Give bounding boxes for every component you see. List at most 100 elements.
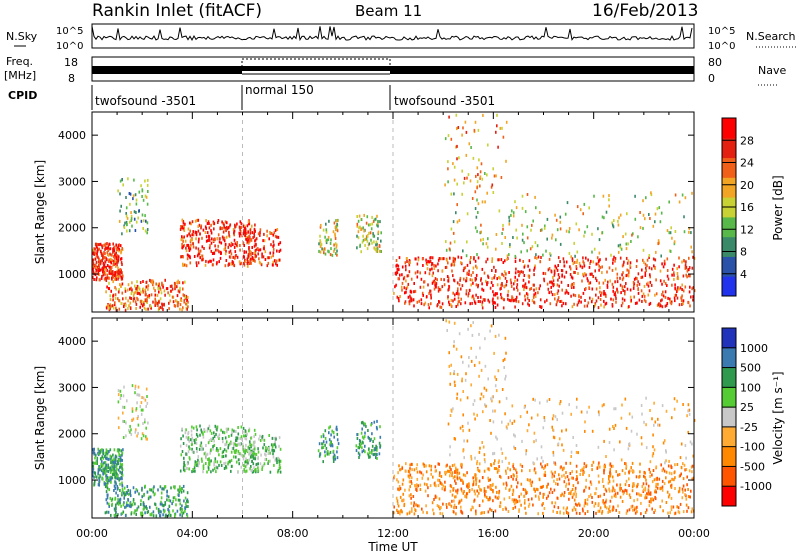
- scatter-point: [182, 220, 185, 223]
- scatter-point: [641, 275, 644, 279]
- scatter-point: [146, 490, 149, 494]
- scatter-point: [512, 282, 515, 286]
- scatter-point: [140, 299, 142, 303]
- scatter-point: [460, 465, 463, 469]
- scatter-point: [646, 258, 649, 262]
- scatter-point: [573, 270, 575, 274]
- scatter-point: [228, 434, 230, 438]
- scatter-point: [494, 409, 496, 413]
- scatter-point: [247, 236, 249, 240]
- scatter-point: [441, 487, 443, 491]
- scatter-point: [188, 445, 190, 449]
- scatter-point: [453, 240, 456, 244]
- scatter-point: [493, 462, 495, 466]
- scatter-point: [448, 502, 450, 506]
- scatter-point: [103, 263, 106, 267]
- velocity-colorbar-swatch: [722, 486, 736, 507]
- scatter-point: [492, 167, 494, 171]
- scatter-point: [196, 428, 198, 432]
- scatter-point: [467, 327, 469, 331]
- scatter-point: [606, 283, 609, 287]
- scatter-point: [592, 275, 595, 278]
- scatter-point: [459, 398, 462, 402]
- scatter-point: [253, 428, 256, 432]
- scatter-point: [487, 298, 489, 302]
- scatter-point: [404, 301, 406, 305]
- scatter-point: [213, 467, 216, 471]
- scatter-point: [445, 265, 448, 269]
- scatter-point: [620, 487, 622, 490]
- scatter-point: [538, 478, 541, 482]
- scatter-point: [567, 478, 570, 482]
- scatter-point: [666, 284, 668, 287]
- scatter-point: [555, 482, 557, 486]
- scatter-point: [112, 306, 115, 310]
- scatter-point: [395, 496, 398, 500]
- scatter-point: [114, 476, 117, 480]
- scatter-point: [549, 253, 552, 257]
- scatter-point: [573, 506, 575, 510]
- scatter-point: [208, 424, 211, 428]
- scatter-point: [563, 264, 566, 268]
- scatter-point: [447, 295, 449, 299]
- scatter-point: [132, 498, 135, 501]
- scatter-point: [419, 285, 422, 289]
- scatter-point: [276, 228, 279, 231]
- scatter-point: [525, 292, 528, 296]
- scatter-point: [420, 302, 423, 306]
- scatter-point: [448, 351, 450, 355]
- scatter-point: [478, 332, 480, 336]
- scatter-point: [277, 470, 279, 474]
- scatter-point: [498, 495, 500, 499]
- scatter-point: [478, 361, 481, 365]
- scatter-point: [322, 446, 325, 449]
- scatter-point: [250, 261, 252, 265]
- scatter-point: [684, 285, 687, 289]
- scatter-point: [500, 296, 503, 300]
- scatter-point: [523, 494, 525, 498]
- scatter-point: [554, 461, 556, 465]
- scatter-point: [633, 277, 636, 281]
- scatter-point: [127, 283, 130, 287]
- scatter-point: [625, 282, 627, 285]
- scatter-point: [182, 281, 184, 285]
- scatter-point: [597, 502, 600, 506]
- scatter-point: [369, 439, 371, 443]
- scatter-point: [455, 347, 458, 351]
- scatter-point: [650, 193, 653, 197]
- scatter-point: [612, 464, 614, 468]
- scatter-point: [186, 234, 189, 238]
- scatter-point: [106, 246, 108, 250]
- scatter-point: [172, 300, 175, 304]
- scatter-point: [505, 469, 507, 473]
- scatter-point: [645, 266, 647, 270]
- scatter-point: [243, 255, 245, 259]
- scatter-point: [583, 304, 586, 308]
- scatter-point: [120, 249, 122, 253]
- scatter-point: [161, 487, 163, 491]
- scatter-point: [532, 397, 534, 401]
- scatter-point: [630, 505, 633, 509]
- scatter-point: [361, 420, 364, 424]
- scatter-point: [678, 287, 680, 291]
- scatter-point: [185, 249, 188, 253]
- scatter-point: [136, 292, 139, 295]
- scatter-point: [145, 195, 148, 199]
- scatter-point: [129, 430, 131, 434]
- scatter-point: [278, 463, 281, 467]
- scatter-point: [611, 304, 614, 308]
- scatter-point: [663, 469, 666, 473]
- scatter-point: [633, 508, 636, 512]
- scatter-point: [574, 486, 577, 490]
- scatter-point: [376, 242, 378, 246]
- scatter-point: [334, 234, 336, 238]
- scatter-point: [528, 502, 531, 506]
- scatter-point: [427, 494, 429, 498]
- scatter-point: [274, 443, 276, 446]
- xtick-label: 20:00: [578, 527, 610, 540]
- scatter-point: [141, 432, 144, 436]
- scatter-point: [591, 429, 594, 433]
- scatter-point: [223, 248, 226, 251]
- scatter-point: [498, 465, 500, 469]
- scatter-point: [272, 443, 275, 447]
